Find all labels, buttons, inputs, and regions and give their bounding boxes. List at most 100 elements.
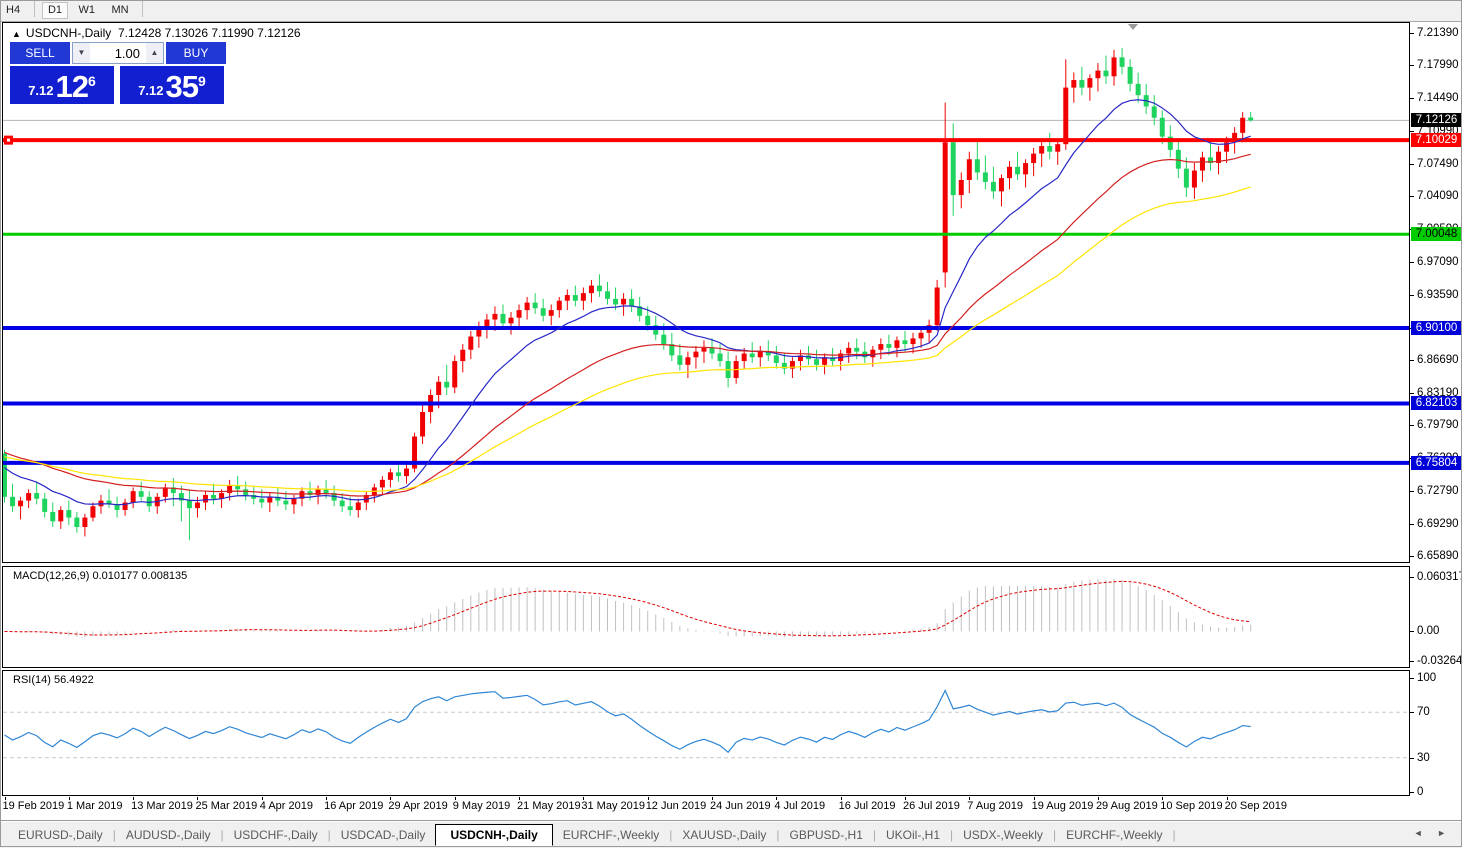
- tabs-scroll-right-icon[interactable]: ►: [1437, 828, 1452, 838]
- candle-down: [323, 489, 329, 494]
- tabs-scroll-left-icon[interactable]: ◄: [1413, 828, 1429, 838]
- price-tick: [1410, 360, 1414, 362]
- date-tick: [776, 797, 778, 800]
- candle-up: [822, 357, 828, 365]
- tab-gbpusd-h1[interactable]: GBPUSD-,H1: [789, 827, 863, 842]
- candle-up: [1191, 170, 1197, 188]
- price-tick: [1410, 524, 1414, 526]
- date-tick-label: 1 Mar 2019: [66, 800, 123, 812]
- candle-down: [1248, 117, 1254, 121]
- timeframe-button-d1[interactable]: D1: [41, 2, 69, 19]
- tab-separator: |: [669, 827, 673, 842]
- candle-up: [918, 332, 924, 339]
- candle-up: [701, 347, 707, 352]
- candle-up: [1216, 151, 1222, 164]
- candle-up: [693, 351, 699, 358]
- candle-up: [508, 317, 514, 324]
- candle-up: [26, 493, 32, 501]
- candle-up: [291, 498, 297, 505]
- sell-price-box[interactable]: 7.12 12 6: [10, 66, 114, 104]
- candle-up: [227, 485, 233, 494]
- macd-indicator-panel[interactable]: MACD(12,26,9) 0.010177 0.008135: [2, 566, 1410, 668]
- toolbar-separator: [33, 0, 35, 18]
- chart-shift-marker-icon[interactable]: [1128, 24, 1138, 30]
- candle-up: [162, 487, 168, 497]
- date-tick: [1097, 797, 1099, 800]
- candle-down: [886, 344, 892, 348]
- volume-input[interactable]: [90, 43, 146, 63]
- candle-up: [122, 502, 128, 511]
- candle-up: [894, 340, 900, 348]
- candle-up: [1007, 166, 1012, 179]
- tab-separator: |: [950, 827, 954, 842]
- candle-up: [492, 313, 498, 320]
- candle-up: [387, 472, 393, 480]
- chart-symbol-period: USDCNH-,Daily: [25, 26, 112, 40]
- candle-up: [878, 344, 884, 350]
- candlestick-chart: [3, 47, 1409, 541]
- tab-separator: |: [1052, 827, 1057, 842]
- candle-up: [942, 142, 948, 273]
- price-tick-label: 6.72790: [1417, 485, 1459, 498]
- macd-tick-label: 0.00: [1417, 625, 1440, 638]
- tab-usdcad-daily[interactable]: USDCAD-,Daily: [340, 827, 426, 842]
- buy-price-box[interactable]: 7.12 35 9: [120, 66, 224, 104]
- timeframe-button-mn[interactable]: MN: [111, 4, 129, 16]
- buy-button[interactable]: BUY: [166, 42, 226, 64]
- tab-audusd-daily[interactable]: AUDUSD-,Daily: [125, 827, 211, 842]
- candle-up: [484, 319, 490, 328]
- moving-average-34: [4, 153, 1251, 497]
- candle-up: [18, 500, 24, 507]
- tab-xauusd-daily[interactable]: XAUUSD-,Daily: [682, 827, 767, 842]
- macd-chart: [4, 579, 1252, 638]
- candle-down: [661, 334, 667, 345]
- candle-up: [82, 517, 88, 528]
- rsi-indicator-panel[interactable]: RSI(14) 56.4922: [2, 670, 1410, 796]
- candle-up: [757, 351, 763, 358]
- volume-increase-icon[interactable]: ▲: [146, 43, 163, 63]
- candle-up: [797, 355, 803, 362]
- candle-down: [974, 159, 980, 173]
- macd-tick: [1410, 660, 1414, 662]
- candle-down: [66, 510, 72, 518]
- price-chart-panel[interactable]: [2, 22, 1410, 563]
- collapse-chart-icon[interactable]: ▲: [12, 29, 21, 39]
- candle-down: [532, 302, 538, 309]
- macd-signal-line: [4, 580, 1251, 637]
- volume-decrease-icon[interactable]: ▼: [73, 43, 90, 63]
- tab-eurchf-weekly[interactable]: EURCHF-,Weekly: [562, 827, 660, 842]
- rsi-tick-label: 70: [1417, 706, 1430, 719]
- candle-up: [436, 381, 442, 396]
- tab-ukoil-h1[interactable]: UKOil-,H1: [886, 827, 941, 842]
- tab-usdchf-daily[interactable]: USDCHF-,Daily: [233, 827, 318, 842]
- candle-down: [613, 298, 619, 305]
- rsi-label: RSI(14) 56.4922: [13, 674, 94, 686]
- date-tick: [390, 797, 392, 800]
- candle-down: [74, 517, 80, 528]
- sell-button[interactable]: SELL: [10, 42, 70, 64]
- timeframe-button-w1[interactable]: W1: [78, 4, 95, 16]
- tab-separator: |: [220, 827, 224, 842]
- candle-down: [669, 344, 675, 356]
- candle-down: [1015, 166, 1021, 175]
- price-tick-label: 7.14490: [1417, 92, 1459, 105]
- candle-up: [685, 357, 691, 365]
- date-tick-label: 10 Sep 2019: [1160, 800, 1223, 812]
- date-tick-label: 19 Aug 2019: [1031, 800, 1094, 812]
- macd-label: MACD(12,26,9) 0.010177 0.008135: [13, 570, 188, 582]
- tab-separator: |: [776, 827, 780, 842]
- tab-eurchf-weekly-2[interactable]: EURCHF-,Weekly: [1066, 827, 1163, 842]
- tab-usdx-weekly[interactable]: USDX-,Weekly: [963, 827, 1043, 842]
- candle-down: [138, 491, 144, 497]
- candle-down: [395, 472, 401, 477]
- tab-eurusd-daily[interactable]: EURUSD-,Daily: [18, 827, 103, 842]
- date-tick: [712, 797, 714, 800]
- timeframe-button-h4[interactable]: H4: [6, 4, 21, 16]
- tab-usdcnh-daily-active[interactable]: USDCNH-,Daily: [435, 824, 553, 846]
- candle-up: [524, 302, 530, 311]
- price-tick: [1410, 491, 1414, 493]
- candle-down: [211, 494, 217, 499]
- date-axis[interactable]: 19 Feb 2019 1 Mar 2019 13 Mar 2019 25 Mar 2…: [2, 797, 1410, 817]
- chart-title: ▲ USDCNH-,Daily 7.12428 7.13026 7.11990 7…: [12, 26, 301, 40]
- price-tick-label: 7.04090: [1417, 190, 1459, 203]
